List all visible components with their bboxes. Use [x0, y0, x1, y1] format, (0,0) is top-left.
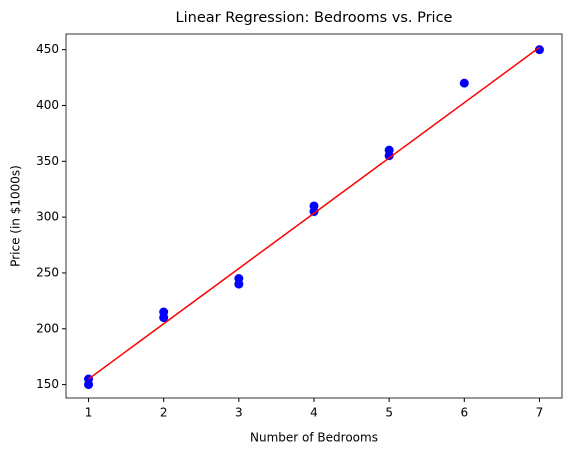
x-tick-label: 4 — [310, 406, 318, 420]
x-tick-label: 1 — [85, 406, 93, 420]
y-tick-label: 450 — [36, 42, 59, 56]
y-axis-label: Price (in $1000s) — [9, 165, 23, 267]
y-tick-label: 300 — [36, 210, 59, 224]
y-tick-label: 150 — [36, 377, 59, 391]
y-tick-label: 250 — [36, 265, 59, 279]
x-tick-label: 7 — [536, 406, 544, 420]
point — [384, 145, 394, 155]
y-tick-label: 200 — [36, 321, 59, 335]
y-tick-label: 350 — [36, 154, 59, 168]
point — [534, 45, 544, 55]
point — [234, 274, 244, 284]
regression-line — [88, 46, 540, 380]
point — [459, 78, 469, 88]
plot-frame — [65, 33, 563, 399]
x-tick-label: 2 — [160, 406, 168, 420]
point — [309, 201, 319, 211]
point — [159, 307, 169, 317]
chart-title: Linear Regression: Bedrooms vs. Price — [176, 10, 453, 26]
x-axis-label: Number of Bedrooms — [250, 431, 378, 445]
y-tick-label: 400 — [36, 98, 59, 112]
x-tick-label: 3 — [235, 406, 243, 420]
x-tick-label: 5 — [385, 406, 393, 420]
x-tick-label: 6 — [460, 406, 468, 420]
